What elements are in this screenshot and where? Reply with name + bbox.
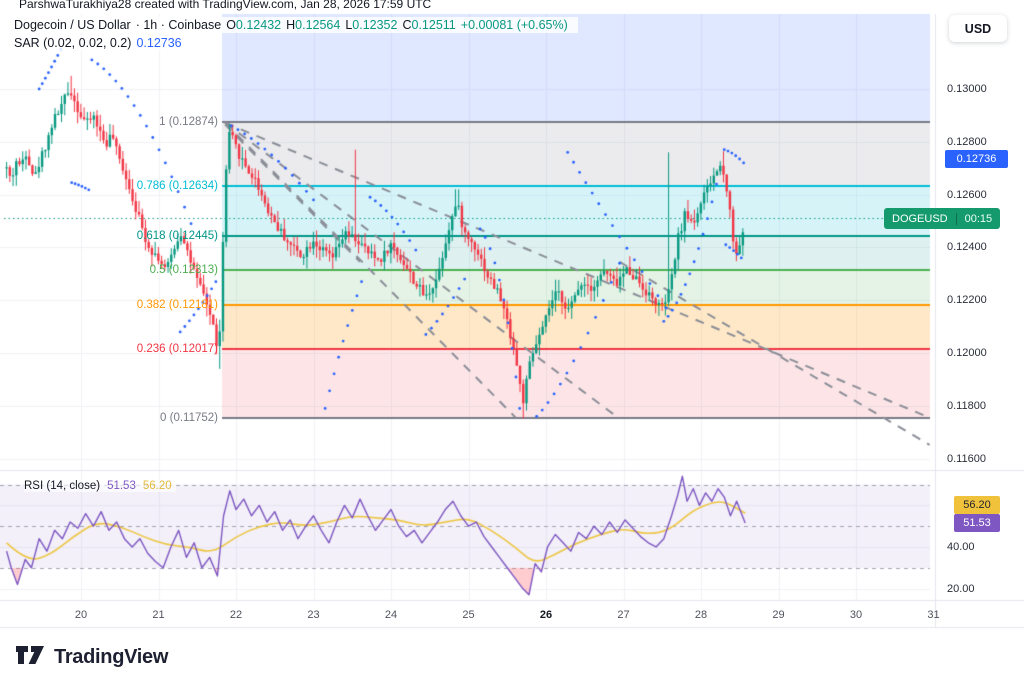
time-tick: 22 — [229, 609, 243, 621]
rsi-value-badge: 51.53 — [954, 514, 1000, 532]
sar-price-badge: 0.12736 — [945, 149, 1008, 168]
price-tick: 0.11800 — [947, 399, 986, 412]
fib-label-05[interactable]: 0.5 (0.12313) — [149, 264, 218, 277]
price-tick: 0.12800 — [947, 135, 987, 148]
legend-row-sar: SAR (0.02, 0.02, 0.2) 0.12736 — [14, 35, 192, 51]
time-tick: 29 — [772, 609, 785, 621]
tradingview-logo-text: TradingView — [54, 646, 169, 668]
time-tick: 23 — [307, 609, 320, 621]
rsi-tick: 40.00 — [947, 540, 975, 553]
fib-label-0236[interactable]: 0.236 (0.12017) — [136, 342, 218, 355]
rsi-value: 51.53 — [107, 480, 136, 492]
price-tick: 0.12400 — [947, 241, 987, 254]
fib-label-0786[interactable]: 0.786 (0.12634) — [136, 179, 218, 192]
symbol-badge-name: DOGEUSD — [892, 212, 948, 225]
attribution-text: ParshwaTurakhiya28 created with TradingV… — [19, 0, 432, 11]
candle-countdown: 00:15 — [955, 212, 1001, 225]
fib-label-0618[interactable]: 0.618 (0.12445) — [136, 229, 218, 242]
rsi-ma-value: 56.20 — [142, 480, 172, 492]
time-tick: 31 — [927, 609, 940, 621]
fib-label-0[interactable]: 0 (0.11752) — [160, 412, 218, 425]
ohlc-open: O0.12432 — [226, 18, 282, 32]
time-tick: 21 — [152, 609, 165, 621]
time-tick: 27 — [617, 609, 630, 621]
price-tick: 0.12200 — [947, 294, 987, 307]
ohlc-high: H0.12564 — [286, 18, 341, 32]
time-tick: 25 — [462, 609, 475, 621]
time-tick: 30 — [849, 609, 863, 621]
sar-indicator-label[interactable]: SAR (0.02, 0.02, 0.2) — [14, 36, 132, 50]
price-tick: 0.12600 — [947, 188, 987, 201]
time-tick: 26 — [539, 609, 553, 621]
time-tick: 24 — [384, 609, 398, 621]
symbol-countdown-badge: DOGEUSD 00:15 — [884, 208, 1001, 230]
price-tick: 0.11600 — [947, 452, 986, 465]
fib-label-1[interactable]: 1 (0.12874) — [159, 116, 218, 129]
rsi-legend: RSI (14, close) 51.53 56.20 — [24, 480, 176, 492]
tradingview-logo[interactable]: TradingView — [15, 643, 168, 672]
rsi-tick: 20.00 — [947, 582, 975, 595]
symbol-legend: Dogecoin / US Dollar · 1h · Coinbase O0.… — [14, 17, 578, 51]
symbol-subtitle: · 1h · Coinbase — [135, 18, 222, 32]
price-tick: 0.12000 — [947, 347, 987, 359]
legend-row-symbol: Dogecoin / US Dollar · 1h · Coinbase O0.… — [14, 17, 578, 33]
rsi-indicator-label[interactable]: RSI (14, close) — [24, 480, 101, 492]
currency-toggle-button[interactable]: USD — [949, 15, 1007, 42]
time-tick: 28 — [694, 609, 708, 621]
time-tick: 20 — [74, 609, 88, 621]
price-change: +0.00081 (+0.65%) — [460, 18, 568, 32]
price-tick: 0.13000 — [947, 83, 987, 95]
rsi-ma-badge: 56.20 — [954, 496, 1000, 514]
sar-indicator-value: 0.12736 — [136, 36, 182, 50]
ohlc-close: C0.12511 — [402, 18, 456, 32]
symbol-title[interactable]: Dogecoin / US Dollar — [14, 18, 131, 32]
ohlc-low: L0.12352 — [345, 18, 398, 32]
tradingview-logo-icon — [15, 643, 45, 672]
fib-label-0382[interactable]: 0.382 (0.12181) — [136, 299, 218, 312]
